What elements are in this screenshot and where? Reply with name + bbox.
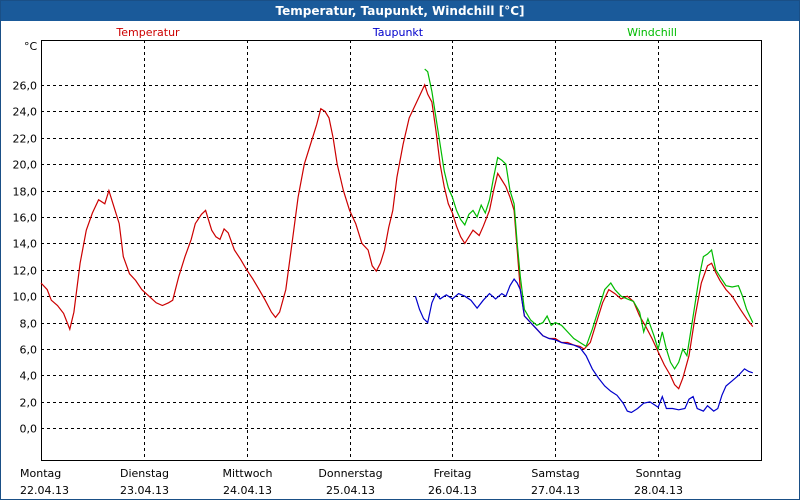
legend: Temperatur Taupunkt Windchill bbox=[115, 26, 677, 39]
y-tick-label: 20,0 bbox=[13, 159, 38, 172]
y-tick-label: 2,0 bbox=[20, 397, 38, 410]
y-tick-label: 6,0 bbox=[20, 344, 38, 357]
y-tick-label: 10,0 bbox=[13, 291, 38, 304]
y-tick-label: 24,0 bbox=[13, 106, 38, 119]
y-tick-label: 26,0 bbox=[13, 80, 38, 93]
x-tick-day: Donnerstag bbox=[318, 467, 382, 480]
x-tick-date: 28.04.13 bbox=[634, 484, 683, 497]
x-tick-date: 25.04.13 bbox=[326, 484, 375, 497]
y-tick-label: 18,0 bbox=[13, 186, 38, 199]
y-tick-label: 12,0 bbox=[13, 265, 38, 278]
x-tick-day: Samstag bbox=[531, 467, 579, 480]
series-lines bbox=[40, 68, 754, 414]
y-tick-label: 16,0 bbox=[13, 212, 38, 225]
x-tick-date: 22.04.13 bbox=[20, 484, 69, 497]
x-tick-date: 23.04.13 bbox=[120, 484, 169, 497]
y-tick-label: 4,0 bbox=[20, 370, 38, 383]
y-tick-label: 0,0 bbox=[20, 423, 38, 436]
y-axis-label: °C bbox=[24, 40, 38, 53]
x-tick-day: Freitag bbox=[434, 467, 472, 480]
x-tick-day: Montag bbox=[20, 467, 61, 480]
x-tick-date: 24.04.13 bbox=[223, 484, 272, 497]
window-title: Temperatur, Taupunkt, Windchill [°C] bbox=[1, 1, 799, 21]
x-tick-date: 27.04.13 bbox=[531, 484, 580, 497]
x-tick-date: 26.04.13 bbox=[428, 484, 477, 497]
series-line-windchill bbox=[424, 68, 754, 371]
y-tick-label: 14,0 bbox=[13, 238, 38, 251]
grid bbox=[41, 40, 761, 460]
series-line-temperatur bbox=[40, 83, 754, 390]
y-axis-ticks: 0,0 2,0 4,0 6,0 8,0 10,0 12,0 14,0 16,0 18,0 20,0 2… bbox=[13, 80, 38, 436]
x-tick-day: Dienstag bbox=[120, 467, 169, 480]
legend-entry-taupunkt: Taupunkt bbox=[372, 26, 424, 39]
y-tick-label: 8,0 bbox=[20, 318, 38, 331]
series-line-taupunkt bbox=[414, 278, 753, 414]
legend-entry-windchill: Windchill bbox=[627, 26, 677, 39]
y-tick-label: 22,0 bbox=[13, 133, 38, 146]
x-tick-day: Mittwoch bbox=[223, 467, 273, 480]
x-axis-ticks: Montag 22.04.13 Dienstag 23.04.13 Mittwoch 24… bbox=[20, 467, 683, 497]
x-tick-day: Sonntag bbox=[636, 467, 682, 480]
legend-entry-temperatur: Temperatur bbox=[115, 26, 180, 39]
plot-area bbox=[41, 40, 762, 461]
